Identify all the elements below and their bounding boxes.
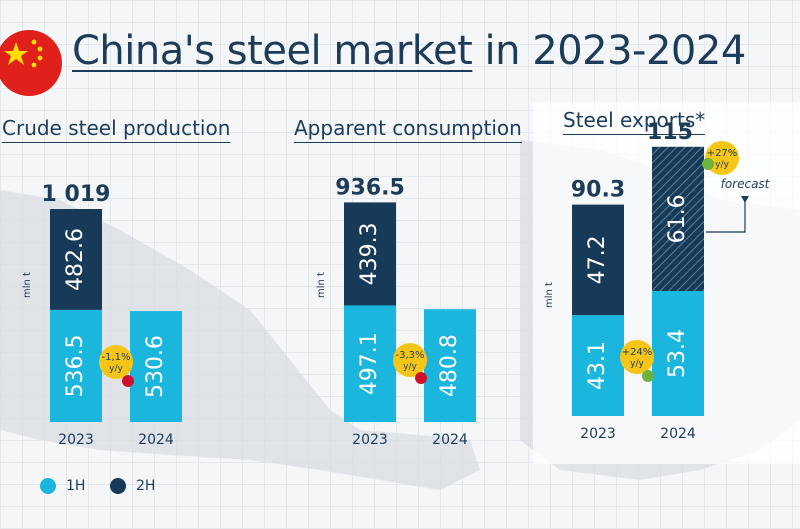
total-label-2023: 1 019 [42, 182, 111, 207]
arrow-down-indicator [122, 375, 134, 387]
bar-1h-label-2023: 43.1 [585, 341, 610, 390]
bar-1h-label-2023: 536.5 [63, 334, 88, 397]
change-badge [99, 345, 133, 379]
bar-2h-2023 [50, 209, 102, 310]
chart-2: mln t 43.1 47.2 90.3 2023 53.4 61.6 115 2024 +24%… [544, 120, 771, 442]
x-tick-label-2024: 2024 [432, 432, 468, 448]
bar-2h-label-2023: 47.2 [585, 235, 610, 284]
change-badge [393, 343, 427, 377]
bar-1h-2023 [50, 309, 102, 422]
y-axis-label: mln t [22, 272, 33, 298]
x-tick-label-2023: 2023 [58, 432, 94, 448]
forecast-label: forecast [721, 177, 771, 191]
change-badge-value: +24% [622, 347, 653, 358]
total-change-value: +27% [707, 148, 738, 159]
change-badge-unit: y/y [403, 362, 417, 372]
legend-item-1h: 1H [40, 478, 85, 494]
legend-swatch-2h [110, 478, 126, 494]
total-label-2024: 115 [647, 120, 693, 145]
chart-0: mln t 536.5 482.6 1 019 2023 530.6 2024 -1,1%y/… [22, 182, 182, 448]
bar-2h-label-2024: 61.6 [665, 194, 690, 243]
bar-2h-2023 [572, 204, 624, 316]
x-tick-label-2024: 2024 [660, 426, 696, 442]
total-change-unit: y/y [715, 160, 729, 170]
change-badge-value: -3,3% [395, 350, 424, 361]
bar-1h-2024 [652, 290, 704, 416]
page-title-years: in 2023-2024 [472, 28, 747, 74]
total-label-2023: 90.3 [571, 178, 625, 203]
x-tick-label-2023: 2023 [352, 432, 388, 448]
legend-label-2h: 2H [136, 478, 156, 494]
chart-1: mln t 497.1 439.3 936.5 2023 480.8 2024 -3,3%y/… [316, 175, 476, 448]
china-flag-icon [0, 30, 62, 96]
legend-item-2h: 2H [110, 478, 155, 494]
bar-1h-label-2024: 530.6 [143, 335, 168, 398]
arrow-down-indicator [415, 372, 427, 384]
change-badge-unit: y/y [109, 364, 123, 374]
arrow-up-indicator [642, 370, 654, 382]
y-axis-label: mln t [316, 272, 327, 298]
total-arrow-up-indicator [702, 158, 714, 170]
page-title-main: China's steel market [72, 28, 473, 74]
x-tick-label-2024: 2024 [138, 432, 174, 448]
forecast-arrow-icon [741, 196, 749, 203]
forecast-connector-line [706, 196, 746, 233]
bar-1h-2023 [344, 305, 396, 422]
crude-steel-production-title: Crude steel production [2, 116, 231, 143]
bar-1h-label-2023: 497.1 [357, 332, 382, 395]
x-tick-label-2023: 2023 [580, 426, 616, 442]
bar-2h-label-2023: 482.6 [63, 228, 88, 291]
legend-swatch-1h [40, 478, 56, 494]
change-badge-value: -1,1% [101, 352, 130, 363]
total-change-badge [705, 141, 739, 175]
bar-1h-2024 [130, 311, 182, 422]
change-badge [620, 340, 654, 374]
change-badge-unit: y/y [630, 359, 644, 369]
bar-2h-2023 [344, 202, 396, 306]
page-title: China's steel market in 2023-2024 [72, 28, 746, 74]
total-label-2023: 936.5 [335, 175, 405, 200]
steel-exports-title: Steel exports* [563, 108, 706, 135]
bar-2h-2024 [652, 146, 704, 291]
y-axis-label: mln t [544, 282, 555, 308]
bar-1h-2023 [572, 315, 624, 416]
apparent-consumption-title: Apparent consumption [294, 116, 522, 143]
bar-1h-label-2024: 53.4 [665, 329, 690, 378]
bar-2h-label-2023: 439.3 [357, 222, 382, 285]
legend-label-1h: 1H [66, 478, 86, 494]
bar-1h-2024 [424, 309, 476, 422]
bar-1h-label-2024: 480.8 [437, 334, 462, 397]
